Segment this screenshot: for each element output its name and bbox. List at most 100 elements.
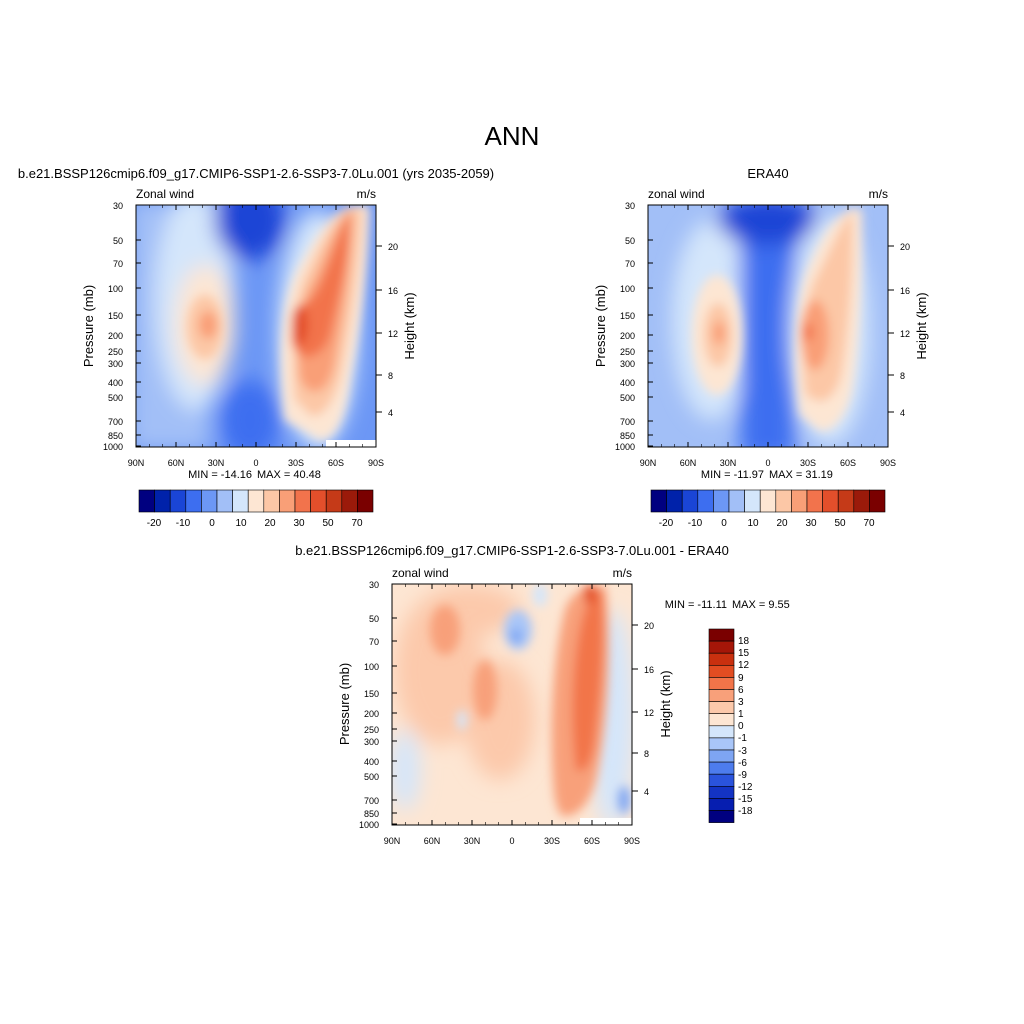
colorbar <box>650 489 886 513</box>
stat-min: MIN = -11.11 <box>665 599 727 611</box>
colorbar-swatch <box>708 761 735 775</box>
colorbar-label: 15 <box>738 648 750 659</box>
y2-axis-label: Height (km) <box>402 292 417 359</box>
y2-tick-label: 8 <box>644 749 649 759</box>
colorbar-label: 10 <box>747 518 759 529</box>
y2-tick-label: 12 <box>900 329 910 339</box>
colorbar-swatch <box>341 489 358 513</box>
y-tick-label: 700 <box>364 796 379 806</box>
colorbar-label: -1 <box>738 733 747 744</box>
colorbar-swatch <box>185 489 202 513</box>
y-tick-label: 150 <box>620 311 635 321</box>
y2-tick-label: 4 <box>388 408 393 418</box>
y-axis-label: Pressure (mb) <box>593 285 608 367</box>
y2-axis: 20 16 12 8 4 Height (km) <box>900 242 929 418</box>
colorbar-label: 0 <box>721 518 727 529</box>
contour-field <box>136 205 376 447</box>
y2-tick-label: 12 <box>644 708 654 718</box>
y-tick-label: 30 <box>625 201 635 211</box>
units-label: m/s <box>613 566 632 580</box>
colorbar-swatch <box>279 489 296 513</box>
y2-tick-label: 20 <box>644 621 654 631</box>
colorbar-swatch <box>294 489 311 513</box>
stat-max: MAX = 9.55 <box>732 599 790 611</box>
colorbar-swatch <box>708 701 735 714</box>
x-tick-label: 30N <box>208 458 225 468</box>
colorbar-label: 70 <box>351 518 363 529</box>
colorbar-label: -6 <box>738 758 747 769</box>
y-tick-label: 500 <box>620 393 635 403</box>
colorbar-label: 50 <box>322 518 334 529</box>
colorbar-swatch <box>708 749 735 763</box>
colorbar-swatch <box>708 785 735 799</box>
colorbar-swatch <box>744 489 761 513</box>
field-sfc-negative <box>618 786 630 814</box>
colorbar-label: 12 <box>738 660 750 671</box>
colorbar-label: -10 <box>176 518 191 529</box>
x-tick-label: 30S <box>544 836 560 846</box>
y2-tick-label: 16 <box>388 286 398 296</box>
colorbar-swatch <box>708 725 735 739</box>
y-tick-label: 850 <box>620 431 635 441</box>
x-tick-label: 60S <box>328 458 344 468</box>
colorbar-label: 50 <box>834 518 846 529</box>
field-sh-positive-core <box>572 590 604 772</box>
colorbar-swatch <box>708 652 735 666</box>
colorbar-swatch <box>263 489 280 513</box>
colorbar-swatch <box>869 489 886 513</box>
topography-mask <box>580 818 632 825</box>
colorbar-swatch <box>708 640 735 654</box>
y2-tick-label: 4 <box>644 787 649 797</box>
y-tick-label: 500 <box>108 393 123 403</box>
figure-title: ANN <box>485 121 540 151</box>
colorbar-swatch <box>713 489 730 513</box>
field-trop-lower <box>220 380 280 447</box>
y-tick-label: 70 <box>113 259 123 269</box>
colorbar-label: 6 <box>738 685 744 696</box>
colorbar-labels: -20 -10 0 10 20 30 50 70 <box>659 518 875 529</box>
y-axis: 30 50 70 100 150 200 250 300 400 500 700… <box>81 201 123 452</box>
y-tick-label: 1000 <box>359 820 379 830</box>
stat-max: MAX = 31.19 <box>769 469 833 481</box>
y-tick-label: 1000 <box>103 442 123 452</box>
x-tick-label: 30S <box>800 458 816 468</box>
axis-ticks <box>135 204 894 825</box>
colorbar-label: -20 <box>147 518 162 529</box>
colorbar-label: 18 <box>738 636 750 647</box>
x-tick-label: 0 <box>765 458 770 468</box>
field-left-negative <box>392 730 420 810</box>
colorbar-swatch <box>728 489 745 513</box>
x-tick-label: 90S <box>880 458 896 468</box>
y-axis: 30 50 70 100 150 200 250 300 400 500 700… <box>593 201 635 452</box>
y-tick-label: 150 <box>364 689 379 699</box>
contour-field <box>648 205 888 447</box>
y-tick-label: 150 <box>108 311 123 321</box>
stat-min: MIN = -14.16 <box>188 469 252 481</box>
colorbar-swatch <box>666 489 683 513</box>
colorbar-label: -3 <box>738 746 747 757</box>
stat-min: MIN = -11.97 <box>701 469 764 481</box>
y-tick-label: 200 <box>108 331 123 341</box>
x-tick-label: 60N <box>424 836 441 846</box>
x-tick-label: 0 <box>253 458 258 468</box>
units-label: m/s <box>357 187 376 201</box>
x-tick-label: 30N <box>464 836 481 846</box>
colorbar-label: 1 <box>738 709 744 720</box>
y2-tick-label: 8 <box>388 371 393 381</box>
field-nh-tongue <box>430 605 460 655</box>
x-tick-label: 90S <box>368 458 384 468</box>
x-tick-label: 90S <box>624 836 640 846</box>
field-eq-positive <box>473 660 497 720</box>
colorbar-labels: 18 15 12 9 6 3 1 0 -1 -3 -6 -9 -12 -15 -… <box>738 636 753 817</box>
colorbar-swatch <box>169 489 187 513</box>
colorbar-label: 0 <box>209 518 215 529</box>
field-sh-positive-max <box>584 584 596 604</box>
y-tick-label: 1000 <box>615 442 635 452</box>
field-lower-negative <box>457 710 467 730</box>
colorbar-label: 10 <box>235 518 247 529</box>
panel-difference: b.e21.BSSP126cmip6.f09_g17.CMIP6-SSP1-2.… <box>295 543 790 846</box>
x-axis: 90N 60N 30N 0 30S 60S 90S <box>640 458 896 468</box>
y-tick-label: 300 <box>108 359 123 369</box>
colorbar-label: -12 <box>738 782 753 793</box>
